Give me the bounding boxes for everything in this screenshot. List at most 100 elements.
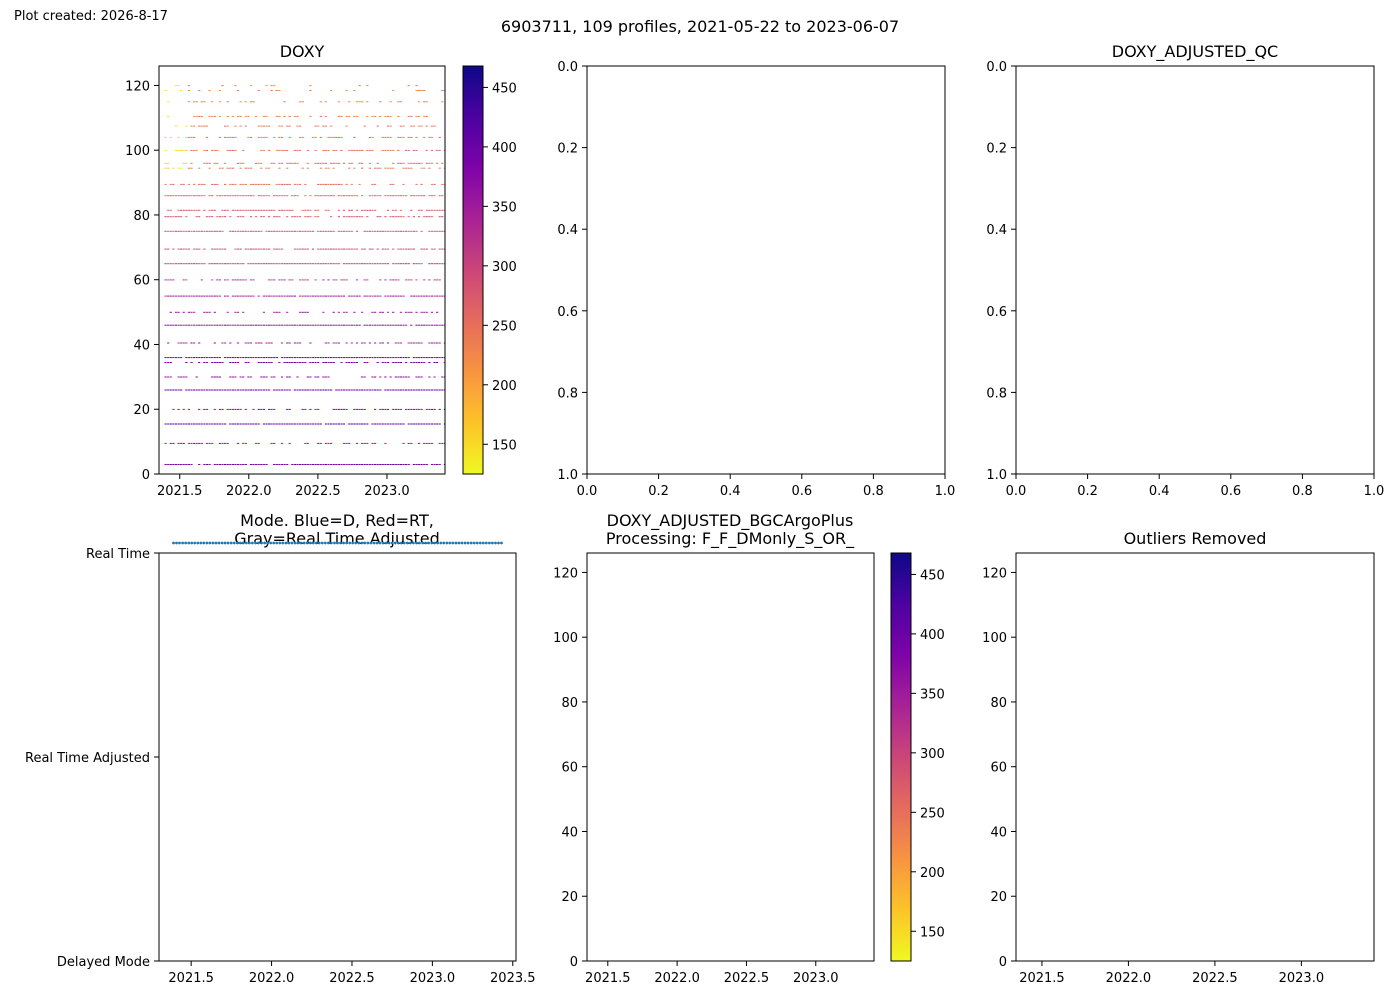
doxy-cell-0-060 bbox=[319, 464, 322, 465]
doxy-cell-15-033 bbox=[249, 230, 253, 232]
doxy-cell-4-086 bbox=[386, 389, 390, 391]
adjusted_qc-x-tick-label-4: 0.8 bbox=[1292, 484, 1313, 499]
doxy-cell-2-063 bbox=[327, 423, 330, 425]
doxy-cell-2-022 bbox=[221, 423, 224, 425]
doxy-cell-5-089 bbox=[394, 376, 397, 378]
doxy-cell-8-023 bbox=[224, 342, 227, 344]
doxy-cell-11-040 bbox=[268, 295, 271, 297]
doxy-cell-2-016 bbox=[205, 423, 209, 425]
doxy-cell-6-096 bbox=[412, 362, 415, 363]
doxy-cell-1-101 bbox=[425, 442, 428, 444]
doxy-cell-10-038 bbox=[262, 311, 265, 313]
doxy-cell-0-067 bbox=[337, 464, 340, 465]
doxy-cell-2-051 bbox=[296, 423, 299, 425]
doxy-cell-9-014 bbox=[200, 324, 203, 326]
doxy-cell-17-007 bbox=[182, 209, 185, 211]
doxy-cell-1-100 bbox=[423, 442, 426, 444]
doxy-cell-27-108 bbox=[443, 90, 445, 91]
mode-point-061 bbox=[357, 541, 361, 545]
doxy-cell-11-077 bbox=[363, 295, 366, 297]
mode-x-tick-label-2: 2022.5 bbox=[329, 971, 375, 986]
mode-point-007 bbox=[193, 541, 197, 545]
doxy-cell-15-045 bbox=[280, 230, 284, 232]
doxy-cell-19-000 bbox=[164, 183, 167, 185]
doxy-cell-7-102 bbox=[428, 357, 431, 359]
doxy-cell-20-108 bbox=[443, 167, 445, 169]
doxy-cell-8-052 bbox=[299, 342, 302, 344]
doxy-cell-13-089 bbox=[394, 263, 397, 265]
doxy-cell-4-027 bbox=[234, 389, 237, 391]
doxy-cell-12-058 bbox=[314, 279, 317, 281]
doxy-cell-1-070 bbox=[345, 442, 348, 444]
doxy-cell-5-085 bbox=[384, 376, 387, 378]
doxy-cell-17-044 bbox=[278, 209, 281, 211]
doxy-cell-7-029 bbox=[239, 357, 242, 359]
doxy-cell-9-084 bbox=[381, 324, 384, 326]
doxy-cell-3-037 bbox=[260, 408, 263, 410]
doxy-cell-2-092 bbox=[402, 423, 405, 425]
doxy-cell-13-022 bbox=[221, 263, 224, 265]
doxy-cell-9-012 bbox=[195, 324, 198, 326]
doxy-cell-16-013 bbox=[198, 216, 201, 218]
doxy-cell-26-034 bbox=[252, 101, 255, 103]
doxy-cell-21-050 bbox=[293, 162, 296, 164]
doxy-cell-3-003 bbox=[172, 408, 175, 410]
doxy-cell-22-047 bbox=[286, 149, 289, 151]
doxy-cell-1-062 bbox=[324, 442, 327, 444]
doxy-cell-28-097 bbox=[415, 85, 418, 87]
doxy-cell-12-083 bbox=[379, 279, 382, 281]
doxy-x-tick-label-1: 2022.0 bbox=[226, 484, 272, 499]
bgc_adjusted-y-tick-label-0: 0 bbox=[570, 955, 578, 970]
outliers-y-tick-label-6: 120 bbox=[982, 566, 1007, 581]
doxy-cell-24-087 bbox=[389, 125, 392, 127]
doxy-cell-24-070 bbox=[345, 125, 348, 127]
doxy-cell-21-090 bbox=[397, 162, 400, 164]
doxy-cell-7-043 bbox=[275, 357, 278, 359]
doxy-cell-8-067 bbox=[337, 342, 340, 344]
doxy-cell-9-013 bbox=[198, 324, 201, 326]
doxy-cell-11-003 bbox=[172, 295, 175, 297]
doxy-cell-20-003 bbox=[172, 167, 175, 169]
doxy-cell-13-050 bbox=[293, 263, 296, 265]
mode-point-027 bbox=[254, 541, 257, 545]
doxy-cell-15-107 bbox=[441, 230, 444, 232]
doxy-cell-15-072 bbox=[350, 230, 353, 232]
doxy-cell-16-106 bbox=[438, 216, 441, 218]
doxy-cell-13-059 bbox=[317, 263, 320, 265]
outliers-y-tick-label-0: 0 bbox=[999, 955, 1007, 970]
doxy-cell-14-043 bbox=[275, 248, 278, 250]
doxy-cell-19-019 bbox=[213, 183, 216, 185]
doxy-cell-7-040 bbox=[268, 357, 271, 359]
doxy-cell-16-029 bbox=[239, 216, 242, 218]
doxy-cell-8-028 bbox=[236, 342, 240, 344]
empty1-x-tick-label-0: 0.0 bbox=[577, 484, 598, 499]
doxy-cell-8-066 bbox=[335, 342, 338, 344]
mode-point-066 bbox=[372, 541, 376, 545]
cb0-tick-label-4: 350 bbox=[492, 200, 517, 215]
doxy-cell-9-008 bbox=[185, 324, 188, 326]
doxy-cell-15-074 bbox=[355, 230, 359, 232]
doxy-cell-7-018 bbox=[211, 357, 214, 359]
panel-title-bgc-line1: DOXY_ADJUSTED_BGCArgoPlus bbox=[607, 511, 854, 531]
doxy-cell-4-008 bbox=[185, 389, 188, 391]
doxy-cell-3-034 bbox=[252, 408, 255, 410]
doxy-cell-27-073 bbox=[353, 90, 356, 91]
doxy-cell-5-083 bbox=[379, 376, 382, 378]
doxy-cell-14-101 bbox=[425, 248, 428, 250]
doxy-cell-11-100 bbox=[423, 295, 426, 297]
doxy-cell-28-039 bbox=[265, 85, 268, 87]
doxy-cell-7-103 bbox=[430, 357, 434, 359]
doxy-cell-24-051 bbox=[296, 125, 299, 127]
doxy-cell-14-100 bbox=[423, 248, 426, 250]
doxy-cell-22-094 bbox=[407, 149, 410, 151]
doxy-cell-17-041 bbox=[270, 209, 273, 211]
doxy-cell-15-108 bbox=[443, 230, 445, 232]
doxy-cell-21-001 bbox=[167, 162, 170, 164]
doxy-cell-19-081 bbox=[374, 183, 377, 185]
doxy-cell-7-005 bbox=[177, 357, 180, 359]
doxy-cell-1-045 bbox=[280, 442, 284, 444]
doxy-cell-8-074 bbox=[355, 342, 359, 344]
doxy-cell-16-016 bbox=[205, 216, 209, 218]
doxy-cell-17-002 bbox=[169, 209, 172, 211]
doxy-cell-17-091 bbox=[399, 209, 402, 211]
